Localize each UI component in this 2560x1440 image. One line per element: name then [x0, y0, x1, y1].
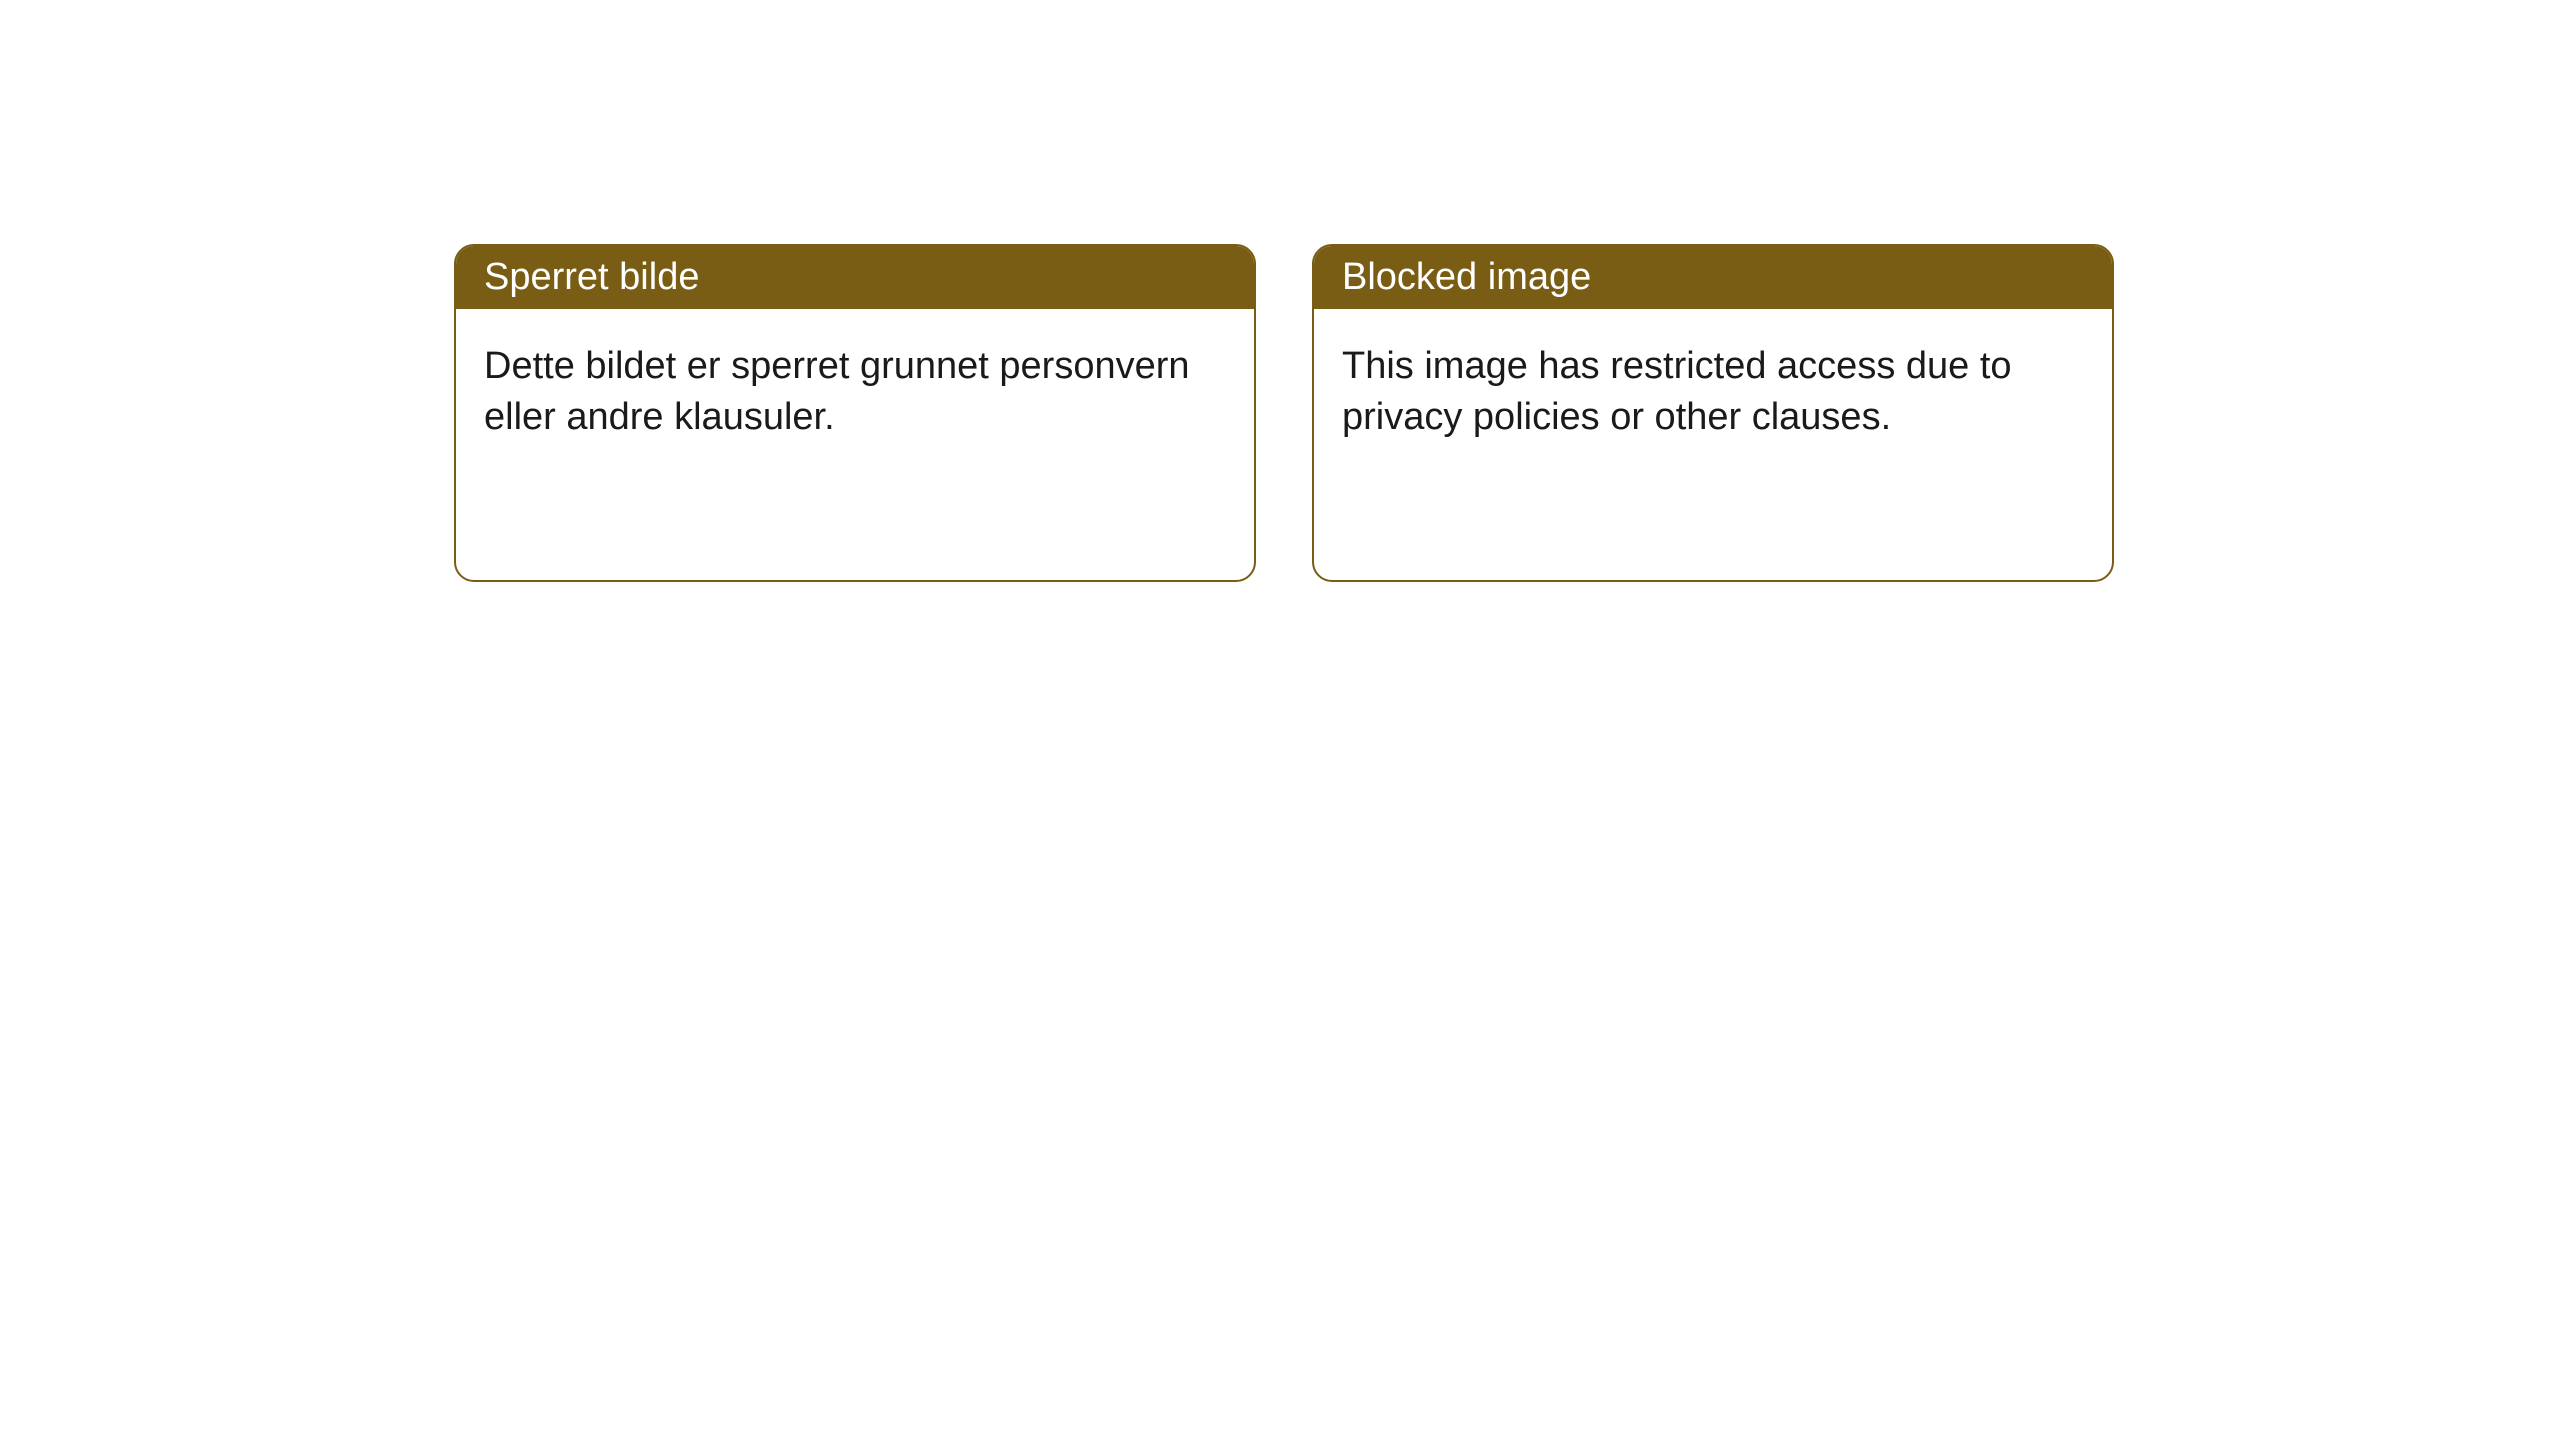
- blocked-image-card-no: Sperret bilde Dette bildet er sperret gr…: [454, 244, 1256, 582]
- blocked-image-card-en: Blocked image This image has restricted …: [1312, 244, 2114, 582]
- card-body-text: Dette bildet er sperret grunnet personve…: [456, 309, 1254, 476]
- cards-container: Sperret bilde Dette bildet er sperret gr…: [0, 0, 2560, 582]
- card-body-text: This image has restricted access due to …: [1314, 309, 2112, 476]
- card-title: Sperret bilde: [456, 246, 1254, 309]
- card-title: Blocked image: [1314, 246, 2112, 309]
